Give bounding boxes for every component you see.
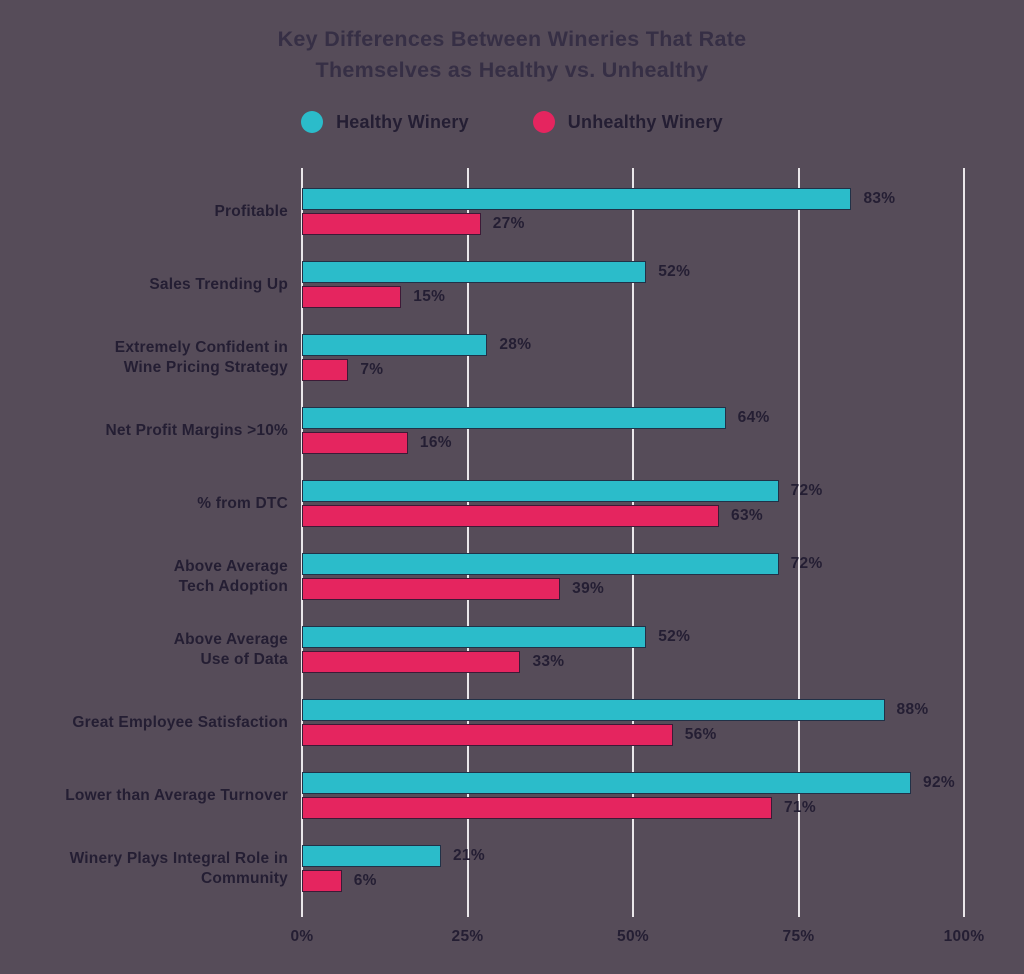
value-label-unhealthy-1: 15% [413,288,446,305]
value-label-unhealthy-9: 6% [353,872,377,889]
x-tick-label-0%: 0% [290,928,314,945]
x-tick-label-50%: 50% [617,928,649,945]
plot-area: 83% 27% 52% 15% 28% 7% 64% 16% 72% 63% 72% 39% 52% 33… [301,168,965,917]
bar-healthy-0 [302,188,852,210]
legend: Healthy Winery Unhealthy Winery [0,111,1024,133]
healthy-legend-swatch-icon [301,111,324,133]
legend-label-healthy: Healthy Winery [336,111,469,132]
legend-item-healthy: Healthy Winery [301,111,469,133]
category-label-8: Lower than Average Turnover [65,786,288,804]
bar-healthy-5 [302,553,779,575]
gridline-0% [301,168,303,917]
value-label-healthy-0: 83% [863,190,896,207]
category-label-3: Net Profit Margins >10% [105,421,288,439]
value-label-unhealthy-2: 7% [360,361,384,378]
value-label-unhealthy-0: 27% [492,215,525,232]
bar-unhealthy-6 [302,651,521,673]
bar-unhealthy-0 [302,213,481,235]
category-label-6: Above Average Use of Data [173,630,288,668]
value-label-unhealthy-4: 63% [731,507,763,524]
bar-healthy-7 [302,699,885,721]
bar-unhealthy-8 [302,797,773,819]
category-label-4: % from DTC [197,494,288,512]
bar-healthy-3 [302,407,726,429]
category-label-2: Extremely Confident in Wine Pricing Stra… [114,338,288,376]
chart-title: Key Differences Between Wineries That Ra… [0,24,1024,86]
gridline-75% [797,168,800,917]
gridline-50% [632,168,634,917]
category-label-0: Profitable [214,202,288,220]
value-label-unhealthy-8: 71% [784,799,816,816]
value-label-healthy-9: 21% [453,847,485,864]
bar-unhealthy-9 [302,870,342,892]
chart-title-line2: Themselves as Healthy vs. Unhealthy [315,58,709,82]
value-label-unhealthy-7: 56% [684,726,717,743]
chart-title-line1: Key Differences Between Wineries That Ra… [277,27,747,51]
value-label-unhealthy-3: 16% [419,434,452,451]
bar-healthy-2 [302,334,488,356]
value-label-healthy-3: 64% [737,409,770,426]
gridline-25% [466,168,469,917]
category-label-7: Great Employee Satisfaction [72,713,288,731]
value-label-healthy-8: 92% [923,774,955,791]
bar-unhealthy-3 [302,432,408,454]
value-label-healthy-4: 72% [790,482,823,499]
bar-healthy-8 [302,772,912,794]
bar-unhealthy-7 [302,724,673,746]
bar-unhealthy-1 [302,286,402,308]
category-label-5: Above Average Tech Adoption [173,557,288,595]
bar-unhealthy-2 [302,359,349,381]
x-tick-label-25%: 25% [451,928,484,945]
gridline-100% [963,168,965,917]
unhealthy-legend-swatch-icon [532,111,555,133]
value-label-unhealthy-5: 39% [572,580,605,597]
category-label-1: Sales Trending Up [149,275,288,293]
bar-healthy-9 [302,845,442,867]
value-label-healthy-5: 72% [790,555,823,572]
bar-healthy-4 [302,480,779,502]
bar-healthy-6 [302,626,647,648]
bar-unhealthy-5 [302,578,561,600]
value-label-healthy-2: 28% [499,336,532,353]
x-tick-label-100%: 100% [943,928,985,945]
legend-label-unhealthy: Unhealthy Winery [567,111,723,132]
bar-unhealthy-4 [302,505,720,527]
bar-healthy-1 [302,261,647,283]
value-label-healthy-1: 52% [658,263,691,280]
value-label-unhealthy-6: 33% [532,653,565,670]
value-label-healthy-6: 52% [658,628,691,645]
value-label-healthy-7: 88% [896,701,929,718]
x-tick-label-75%: 75% [782,928,815,945]
legend-item-unhealthy: Unhealthy Winery [532,111,723,133]
category-label-9: Winery Plays Integral Role in Community [69,849,288,887]
